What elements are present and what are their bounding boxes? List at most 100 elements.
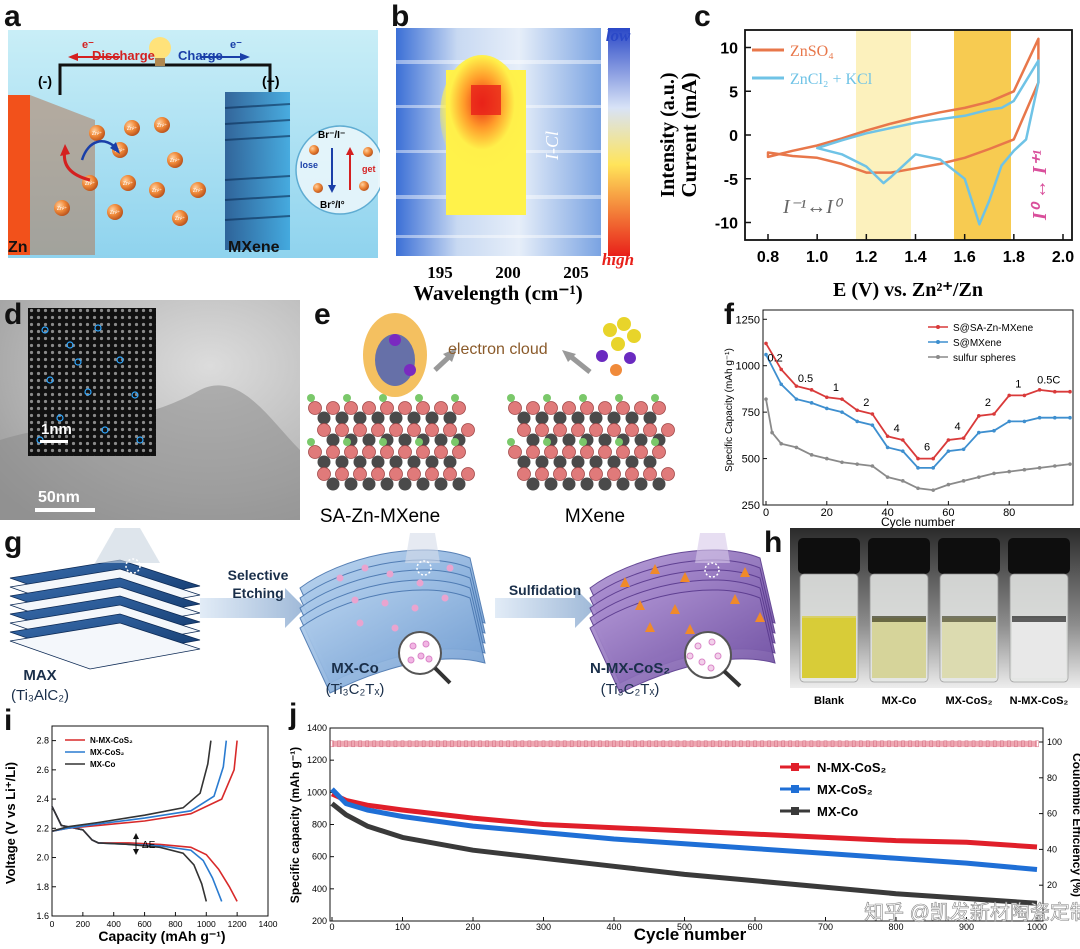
j-ce-point-82 [908,740,912,748]
panel-label-d: d [4,298,23,331]
j-series-2 [330,801,1038,906]
e-l-ti-2-0 [308,445,322,459]
e-r-ti-3-0 [517,467,531,481]
j-ce-point-94 [992,740,997,748]
i-ytick-label-3: 2.2 [36,823,49,833]
j-ce-point-25 [506,740,510,748]
mx-sheet-4 [299,589,486,694]
i-series-2 [51,806,208,902]
c-xtick-label-0: 0.8 [757,249,779,266]
e-r-ti-2-4 [580,445,594,459]
i-xticks: 0 200 400 600 800 1000 1200 1400 [50,912,278,929]
tem-inset [28,308,156,456]
j-y2tick-label-1: 80 [1047,773,1057,783]
f-point-1-16 [1007,419,1011,424]
j-ce-point-62 [767,740,771,748]
zn-ion-label-1: Zn²⁺ [127,126,138,132]
zn-ions: Zn²⁺ Zn²⁺ Zn²⁺ Zn²⁺ Zn²⁺ Zn²⁺ Zn²⁺ Zn²⁺ Zn²⁺ Zn²⁺… [54,117,206,226]
co-atom-7 [411,604,419,612]
i-xtick-label-2: 400 [107,919,121,929]
tick-200: 200 [495,263,521,282]
f-ytick-label-0: 1250 [736,314,760,326]
tick-205: 205 [563,263,589,282]
f-point-2-10 [901,479,905,483]
j-ytick-label-5: 400 [312,884,327,894]
i-series-4 [51,740,228,832]
f-xtick-label-1: 20 [821,507,833,519]
f-point-1-14 [977,430,981,435]
e-r-c-3-0 [526,477,540,491]
sulfidation-arrow [495,588,595,628]
main-scale-label: 50nm [38,489,80,506]
j-ce-point-39 [605,740,609,748]
e-r-c-2-4 [589,455,603,469]
j-ce-point-22 [485,740,489,748]
f-rate-label-4: 4 [894,423,900,435]
j-ce-point-67 [802,740,807,748]
delta-e-marker [133,833,139,855]
f-point-1-13 [961,447,966,452]
i-legend-label-2: MX-Co [90,760,115,769]
j-ytick-label-4: 600 [312,852,327,862]
j-ce-point-11 [407,740,412,748]
e-r-o-0-4 [579,394,587,402]
max-formula: (Ti₃AlC₂) [11,687,69,704]
nmx-beam [695,533,730,563]
max-beam [95,528,160,563]
j-series-1 [330,787,1038,872]
bulb-base [155,58,165,66]
f-point-0-18 [1037,388,1042,392]
c-series-1 [815,59,1040,226]
f-ytick-label-4: 250 [742,500,760,512]
e-r-ti-3-8 [661,467,675,481]
e-r-ti-3-6 [625,467,639,481]
panel-i-voltage-chart: 0 200 400 600 800 1000 1200 1400 1.6 1.8 2.0 2.2 2.… [3,725,278,944]
zn-ion-8 [172,210,188,226]
e-l-c-3-7 [452,477,466,491]
zn-label: Zn [8,239,28,256]
f-legend-marker-0 [936,325,940,329]
j-series-0 [330,791,1038,850]
f-point-1-9 [901,449,905,453]
zn-ion-label-4: Zn²⁺ [170,158,181,164]
e-r-c-2-6 [625,455,639,469]
e-r-c-2-2 [553,455,567,469]
mx-magnifier-handle [433,666,452,685]
panel-f-rate-chart: 0 20 40 60 80 1250 1000 750 500 250 0.2 0.5 1 2 4 6 4 2… [724,309,1074,529]
j-ce-point-14 [428,740,433,748]
e-l-c-1-0 [326,433,340,447]
e-r-ti-0-5 [598,401,612,415]
e-l-ti-3-8 [461,467,475,481]
e-r-o-0-0 [507,394,515,402]
etching-arrow [200,588,305,628]
e-l-ti-0-1 [326,401,340,415]
electron-cloud-label: electron cloud [448,341,548,358]
vial-label-2: MX-CoS₂ [945,695,992,707]
mxene-layers [224,103,291,221]
e-l-c-3-1 [344,477,358,491]
panel-h-vial-photo: Blank MX-Co MX-CoS₂ N-MX-CoS₂ [790,528,1080,707]
e-r-ti-0-0 [508,401,522,415]
j-ce-point-51 [689,740,694,748]
j-xtick-label-3: 300 [536,922,551,932]
e-r-ti-2-8 [652,445,666,459]
max-label: MAX [23,667,56,684]
j-ce-point-20 [471,740,475,748]
j-xtick-label-1: 100 [395,922,410,932]
i-xtick-label-7: 1400 [259,919,278,929]
e-l-c-2-7 [443,455,457,469]
panel-d-tem-image: 1nm 50nm [0,300,300,520]
e-r-ti-2-7 [634,445,648,459]
f-xtick-label-3: 60 [942,507,954,519]
f-yticks: 1250 1000 750 500 250 [736,314,767,512]
e-r-ti-1-8 [661,423,675,437]
panel-g-synthesis-diagram: Selective Etching Sulfidation MAX (Ti₃Al… [9,528,776,704]
e-r-ti-2-1 [526,445,540,459]
f-xtick-label-0: 0 [763,507,769,519]
e-l-ti-1-4 [389,423,403,437]
c-ytick-label-4: -10 [715,216,738,233]
cos2-particle-3 [740,567,750,577]
e-l-c-2-5 [407,455,421,469]
e-l-ti-1-6 [425,423,439,437]
e-r-ti-3-1 [535,467,549,481]
